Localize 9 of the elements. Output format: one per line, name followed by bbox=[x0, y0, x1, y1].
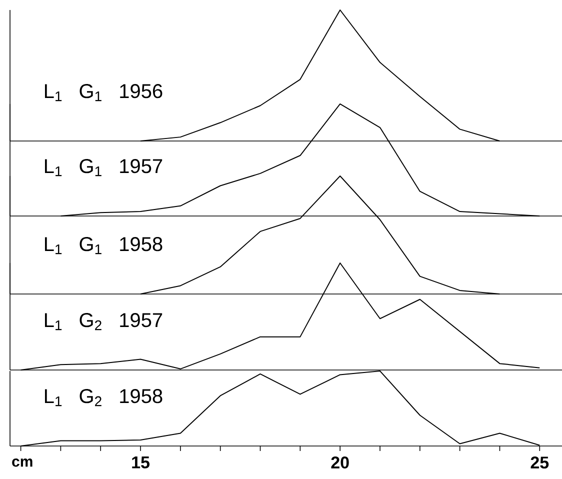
chart-title: L$_{1}$ G$_{2}$ 1958 bbox=[44, 389, 162, 406]
chart-title: L$_{1}$ G$_{1}$ 1958 bbox=[44, 237, 162, 254]
chart-title: L$_{1}$ G$_{1}$ 1957 bbox=[44, 159, 162, 176]
chart-title: L$_{1}$ G$_{2}$ 1957 bbox=[44, 313, 162, 330]
x-axis-title: cm bbox=[12, 458, 32, 467]
x-tick-label: 20 bbox=[331, 456, 349, 469]
chart-title: L$_{1}$ G$_{1}$ 1956 bbox=[44, 84, 162, 102]
x-tick-label: 15 bbox=[132, 456, 150, 468]
x-tick-label: 25 bbox=[530, 456, 549, 469]
